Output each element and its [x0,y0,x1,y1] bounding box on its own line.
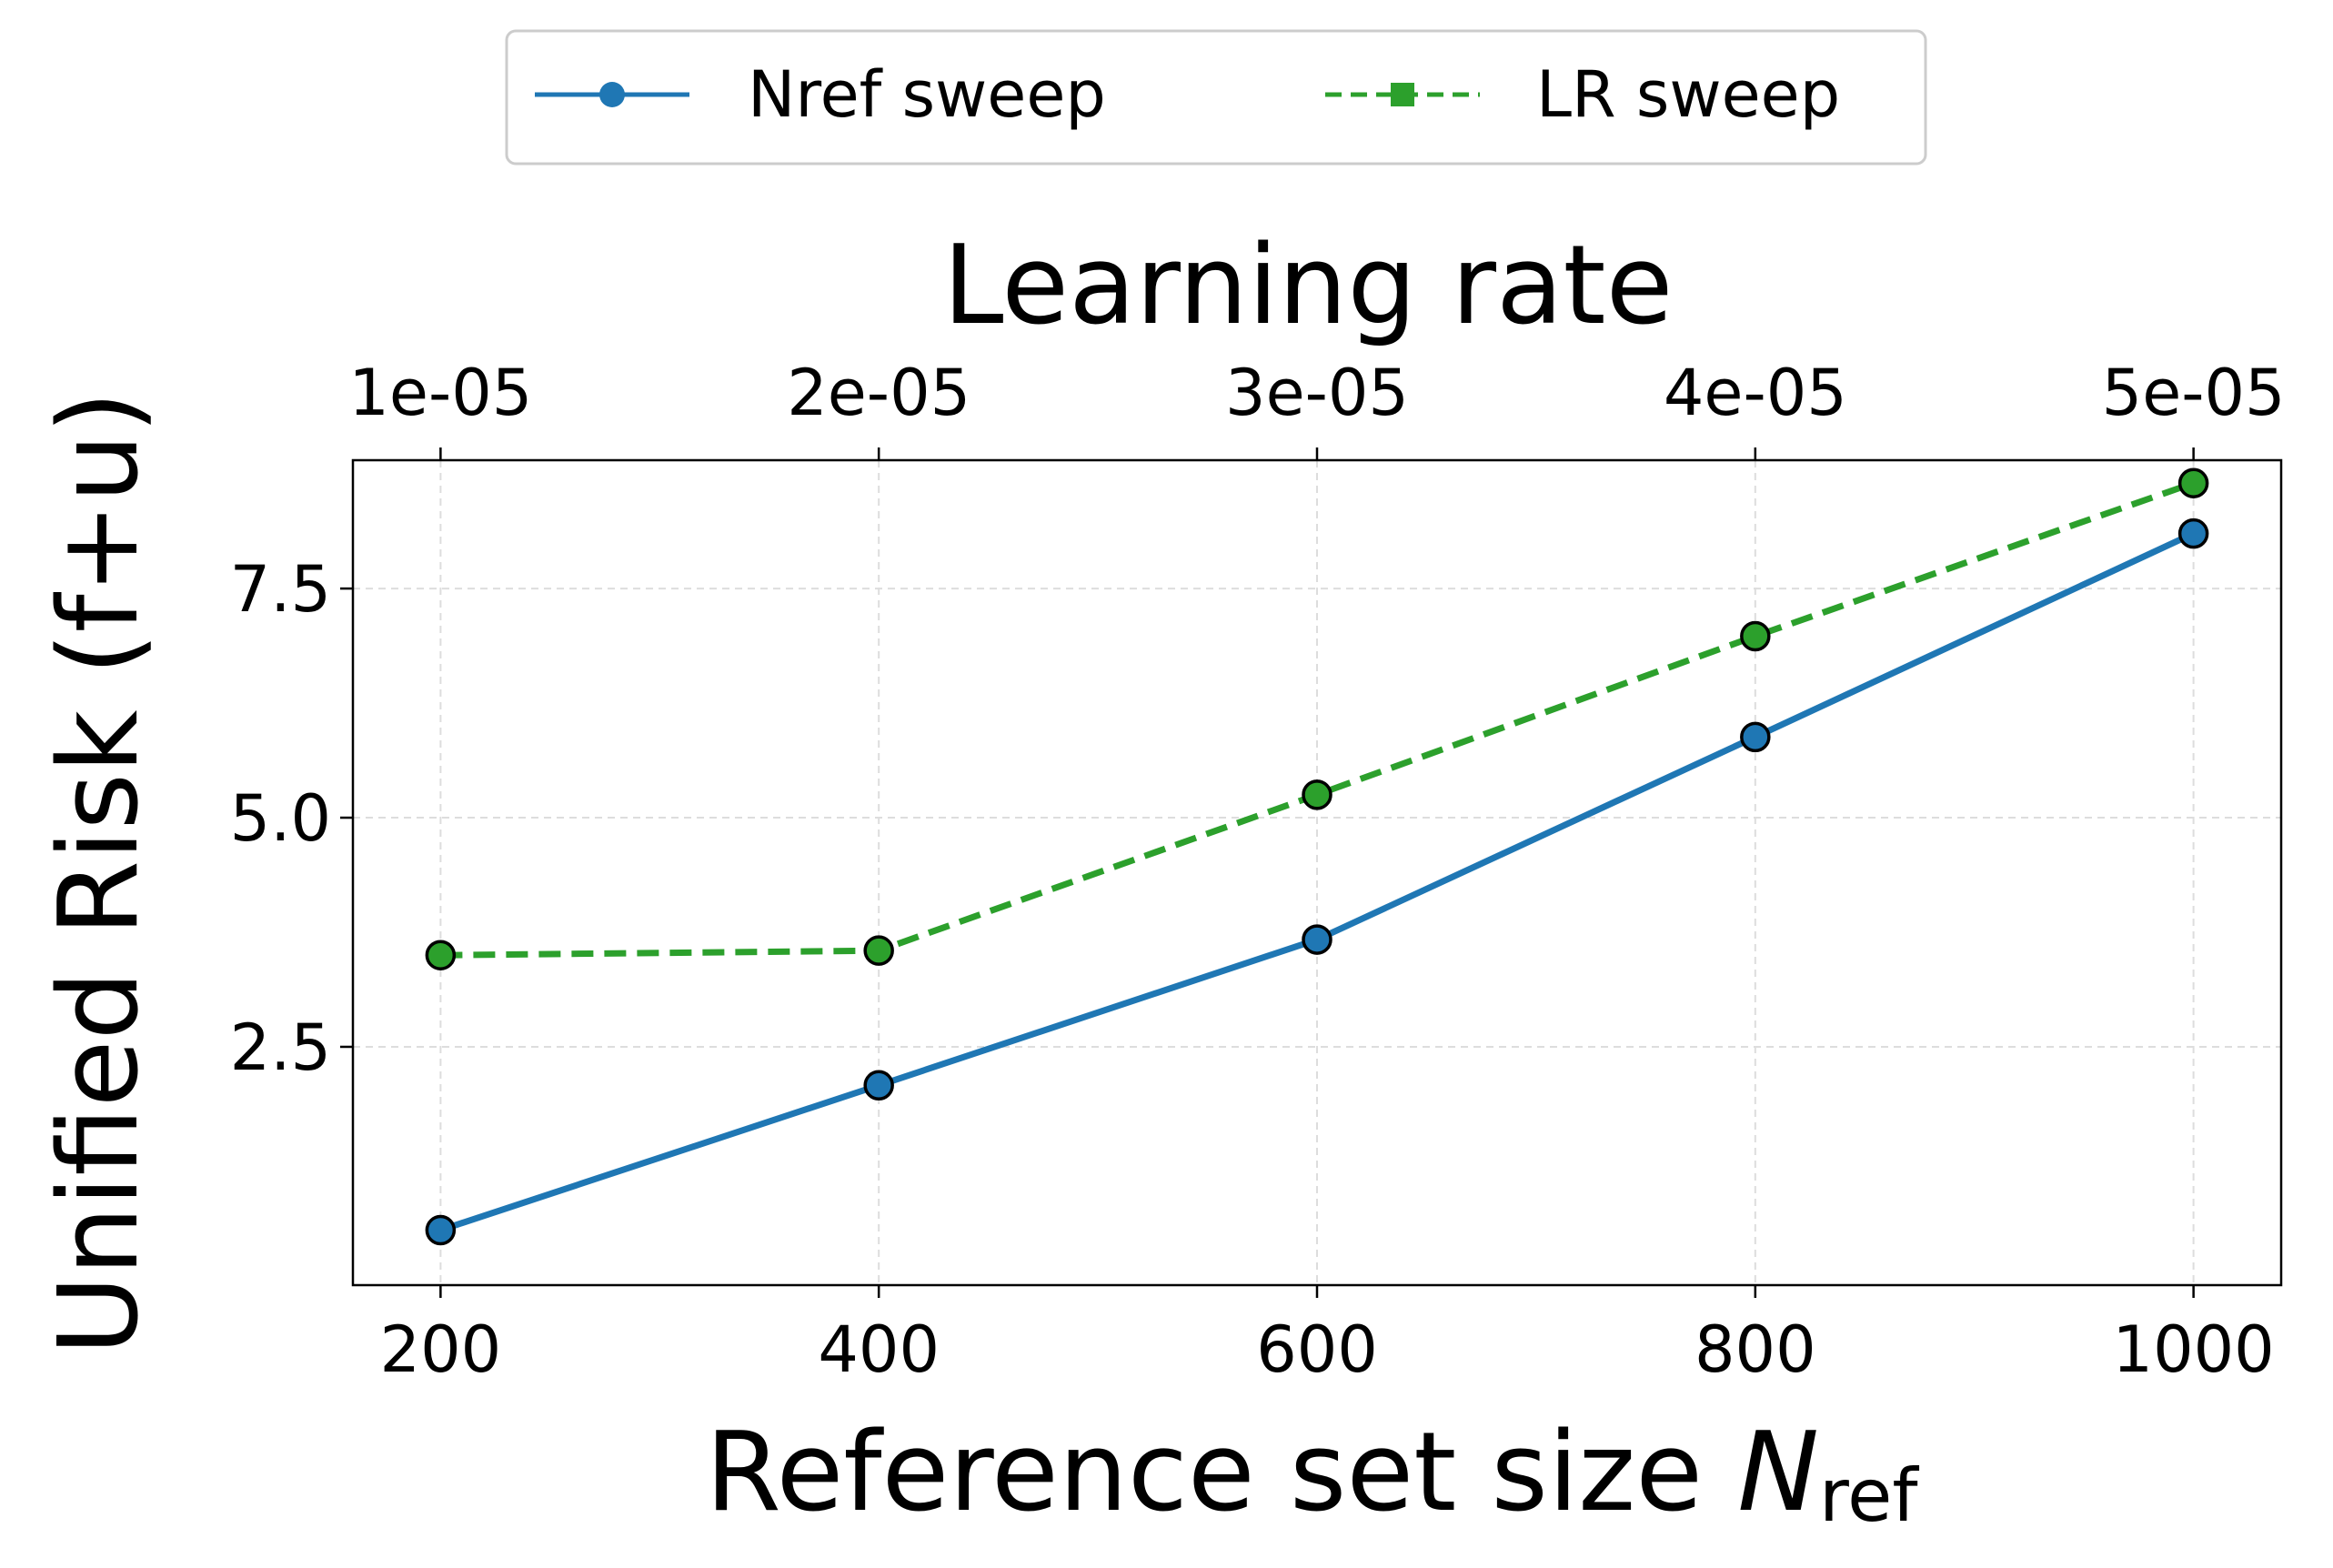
legend-lr-marker [1391,83,1414,106]
top-tick-label: 2e-05 [787,356,970,430]
grid-layer [353,460,2281,1285]
data-point-nref-sweep [425,1214,457,1246]
legend-nref-marker [599,82,625,107]
y-tick-label: 7.5 [230,552,331,627]
tick-layer: 200 1e-05 400 2e-05 600 3e-05 800 4e-05 1000 5e-0… [230,356,2286,1387]
data-point-lr-sweep [1302,779,1332,810]
legend-lr-label: LR sweep [1536,57,1840,132]
bottom-tick-label: 800 [1694,1312,1816,1387]
legend: Nref sweep LR sweep [505,29,1927,166]
data-point-nref-sweep [863,1070,894,1101]
legend-nref-label: Nref sweep [748,57,1106,132]
y-axis-title: Unified Risk (f+u) [36,391,163,1355]
plot-area-frame [351,458,2283,1287]
top-tick-label: 5e-05 [2102,356,2286,430]
top-axis-title: Learning rate [943,223,1674,349]
bottom-tick-label: 1000 [2113,1312,2275,1387]
bottom-axis-title: Reference set size Nref [705,1410,1919,1538]
data-point-lr-sweep [863,935,894,966]
top-tick-label: 1e-05 [348,356,532,430]
data-point-lr-sweep [1740,620,1771,652]
legend-box [505,29,1927,166]
data-point-nref-sweep [1740,721,1771,753]
bottom-axis-title-main: Reference set size [705,1410,1737,1536]
bottom-axis-title-subscript: ref [1819,1453,1919,1538]
data-point-lr-sweep [425,940,457,970]
bottom-tick-label: 200 [380,1312,502,1387]
data-point-lr-sweep [2177,467,2209,498]
y-tick-label: 5.0 [230,781,331,856]
data-point-nref-sweep [2177,518,2209,549]
bottom-tick-label: 600 [1256,1312,1378,1387]
y-tick-label: 2.5 [230,1010,331,1085]
bottom-axis-title-symbol: N [1737,1410,1819,1536]
series-layer [425,467,2209,1246]
top-tick-label: 4e-05 [1664,356,1847,430]
bottom-tick-label: 400 [818,1312,940,1387]
top-tick-label: 3e-05 [1225,356,1409,430]
data-point-nref-sweep [1302,924,1332,955]
